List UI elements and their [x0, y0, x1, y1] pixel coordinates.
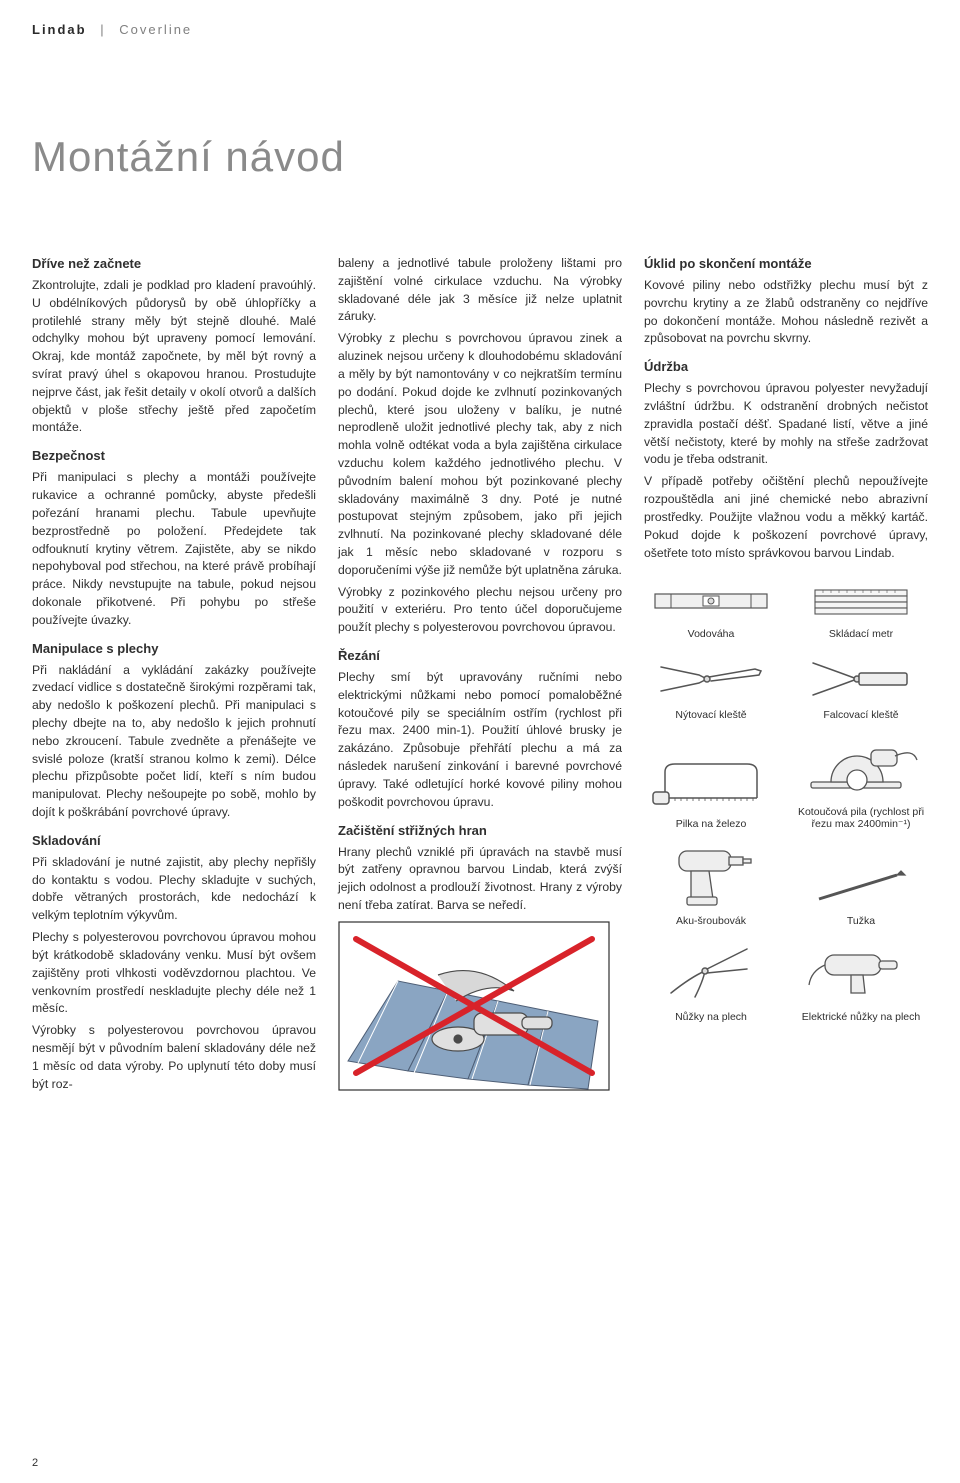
page-title: Montážní návod	[32, 133, 928, 181]
tool-circular-saw: Kotoučová pila (rychlost při řezu max 24…	[794, 730, 928, 831]
tool-snips-label: Nůžky na plech	[675, 1011, 747, 1024]
para-cont-3: Výrobky z pozinkového plechu nejsou urče…	[338, 584, 622, 637]
header-separator: |	[100, 22, 105, 37]
no-grinder-icon	[338, 921, 610, 1091]
tool-pencil-label: Tužka	[847, 915, 875, 928]
tool-electric-shears: Elektrické nůžky na plech	[794, 935, 928, 1024]
figure-no-grinder	[338, 921, 622, 1097]
para-safety: Při manipulaci s plechy a montáži použív…	[32, 469, 316, 629]
heading-cutting: Řezání	[338, 647, 622, 666]
tool-rivet-label: Nýtovací kleště	[675, 709, 746, 722]
para-cutting: Plechy smí být upravovány ručními nebo e…	[338, 669, 622, 812]
para-storage-1: Při skladování je nutné zajistit, aby pl…	[32, 854, 316, 925]
tool-folding-ruler: Skládací metr	[794, 578, 928, 641]
tool-ruler-label: Skládací metr	[829, 628, 893, 641]
tool-seam-label: Falcovací kleště	[823, 709, 898, 722]
circular-saw-icon	[801, 730, 921, 802]
column-2: baleny a jednotlivé tabule proloženy liš…	[338, 255, 622, 1103]
tool-level: Vodováha	[644, 578, 778, 641]
heading-handling: Manipulace s plechy	[32, 640, 316, 659]
heading-edges: Začištění střižných hran	[338, 822, 622, 841]
tool-level-label: Vodováha	[688, 628, 735, 641]
column-1: Dříve než začnete Zkontrolujte, zdali je…	[32, 255, 316, 1103]
para-edges: Hrany plechů vzniklé při úpravách na sta…	[338, 844, 622, 915]
para-cleanup: Kovové piliny nebo odstřižky plechu musí…	[644, 277, 928, 348]
tool-drill-label: Aku-šroubovák	[676, 915, 746, 928]
content-columns: Dříve než začnete Zkontrolujte, zdali je…	[32, 255, 928, 1103]
column-3: Úklid po skončení montáže Kovové piliny …	[644, 255, 928, 1103]
page-number: 2	[32, 1457, 38, 1469]
tool-circular-label: Kotoučová pila (rychlost při řezu max 24…	[794, 806, 928, 831]
hacksaw-icon	[651, 754, 771, 814]
folding-ruler-icon	[801, 578, 921, 624]
product-name: Coverline	[119, 22, 192, 37]
rivet-pliers-icon	[651, 649, 771, 705]
tool-pencil: Tužka	[794, 839, 928, 928]
document-header: Lindab | Coverline	[32, 22, 928, 37]
para-storage-3: Výrobky s polyesterovou povrchovou úprav…	[32, 1022, 316, 1093]
para-storage-2: Plechy s polyesterovou povrchovou úpravo…	[32, 929, 316, 1018]
tools-grid: Vodováha Skládací metr	[644, 578, 928, 1024]
spirit-level-icon	[651, 578, 771, 624]
para-cont-2: Výrobky z plechu s povrchovou úpravou zi…	[338, 330, 622, 579]
tin-snips-icon	[651, 935, 771, 1007]
para-intro: Zkontrolujte, zdali je podklad pro klade…	[32, 277, 316, 437]
heading-intro: Dříve než začnete	[32, 255, 316, 274]
cordless-drill-icon	[651, 839, 771, 911]
para-handling: Při nakládání a vykládání zakázky použív…	[32, 662, 316, 822]
seaming-pliers-icon	[801, 649, 921, 705]
tool-hacksaw-label: Pilka na železo	[676, 818, 747, 831]
heading-safety: Bezpečnost	[32, 447, 316, 466]
tool-seaming-pliers: Falcovací kleště	[794, 649, 928, 722]
tool-eshears-label: Elektrické nůžky na plech	[802, 1011, 920, 1024]
pencil-icon	[801, 863, 921, 911]
tool-hacksaw: Pilka na železo	[644, 730, 778, 831]
electric-shears-icon	[801, 935, 921, 1007]
para-maint-2: V případě potřeby očištění plechů nepouž…	[644, 473, 928, 562]
tool-cordless-drill: Aku-šroubovák	[644, 839, 778, 928]
heading-maintenance: Údržba	[644, 358, 928, 377]
brand-name: Lindab	[32, 22, 87, 37]
para-cont-1: baleny a jednotlivé tabule proloženy liš…	[338, 255, 622, 326]
heading-storage: Skladování	[32, 832, 316, 851]
tool-rivet-pliers: Nýtovací kleště	[644, 649, 778, 722]
tool-tin-snips: Nůžky na plech	[644, 935, 778, 1024]
heading-cleanup: Úklid po skončení montáže	[644, 255, 928, 274]
para-maint-1: Plechy s povrchovou úpravou polyester ne…	[644, 380, 928, 469]
